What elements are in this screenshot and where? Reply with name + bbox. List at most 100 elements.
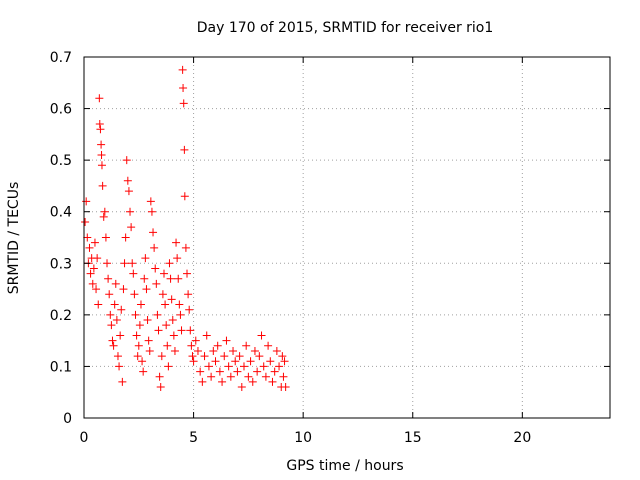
data-point (119, 285, 128, 294)
data-point (186, 326, 195, 335)
data-point (213, 341, 222, 350)
x-tick-label: 10 (294, 430, 312, 446)
data-point (233, 367, 242, 376)
data-point (109, 341, 118, 350)
data-point (151, 264, 160, 273)
data-point (129, 269, 138, 278)
data-point (139, 367, 148, 376)
data-point (124, 187, 133, 196)
data-point (126, 207, 135, 216)
data-point (143, 316, 152, 325)
data-point (196, 367, 205, 376)
data-point (253, 367, 262, 376)
data-point (231, 357, 240, 366)
data-point (222, 336, 231, 345)
data-point (187, 341, 196, 350)
data-point (93, 254, 102, 263)
data-point (157, 352, 166, 361)
data-point (120, 259, 129, 268)
y-tick-label: 0.6 (50, 102, 72, 118)
data-point (275, 362, 284, 371)
data-point (255, 352, 264, 361)
data-point (162, 321, 171, 330)
data-point (218, 377, 227, 386)
data-point (166, 274, 175, 283)
data-point (207, 372, 216, 381)
data-point (204, 362, 213, 371)
data-point (280, 357, 289, 366)
data-point (270, 367, 279, 376)
data-point (92, 285, 101, 294)
data-point (150, 243, 159, 252)
data-point (178, 65, 187, 74)
data-point (140, 274, 149, 283)
data-point (198, 377, 207, 386)
data-point (248, 377, 257, 386)
data-point (90, 238, 99, 247)
data-point (168, 316, 177, 325)
data-point (184, 290, 193, 299)
y-tick-label: 0.2 (50, 308, 72, 324)
data-point (111, 279, 120, 288)
data-point (156, 383, 165, 392)
data-point (257, 331, 266, 340)
data-point (121, 233, 130, 242)
data-point (117, 305, 126, 314)
data-point (193, 346, 202, 355)
data-point (144, 336, 153, 345)
data-point (149, 228, 158, 237)
y-tick-label: 0.5 (50, 153, 72, 169)
data-point (100, 207, 109, 216)
data-point (279, 372, 288, 381)
data-point (200, 352, 209, 361)
data-point (215, 367, 224, 376)
data-point (278, 352, 287, 361)
data-point (113, 352, 122, 361)
data-point (220, 352, 229, 361)
data-point (106, 310, 115, 319)
data-point (209, 346, 218, 355)
x-axis-label: GPS time / hours (286, 458, 403, 474)
data-point (142, 285, 151, 294)
data-point (128, 259, 137, 268)
data-point (179, 83, 188, 92)
data-point (103, 259, 112, 268)
data-point (164, 362, 173, 371)
data-point (115, 362, 124, 371)
data-point (167, 295, 176, 304)
data-point (133, 352, 142, 361)
data-point (123, 176, 132, 185)
data-point (145, 346, 154, 355)
data-point (229, 346, 238, 355)
data-point (188, 352, 197, 361)
data-point (134, 341, 143, 350)
data-point (97, 140, 106, 149)
data-point (107, 321, 116, 330)
data-point (246, 357, 255, 366)
data-point (136, 300, 145, 309)
data-point (181, 243, 190, 252)
data-point (239, 362, 248, 371)
chart-title: Day 170 of 2015, SRMTID for receiver rio… (197, 20, 494, 36)
data-point (261, 372, 270, 381)
data-point (175, 300, 184, 309)
data-point (177, 326, 186, 335)
data-point (146, 197, 155, 206)
data-point (138, 357, 147, 366)
data-point (176, 310, 185, 319)
data-point (95, 120, 104, 129)
data-point (85, 243, 94, 252)
data-point (118, 377, 127, 386)
data-point (179, 99, 188, 108)
data-point (116, 331, 125, 340)
data-point (127, 223, 136, 232)
data-point (173, 254, 182, 263)
y-tick-label: 0 (63, 411, 72, 427)
x-tick-label: 15 (404, 430, 422, 446)
data-point (86, 269, 95, 278)
data-point (96, 125, 105, 134)
data-point (94, 300, 103, 309)
data-point (122, 156, 131, 165)
